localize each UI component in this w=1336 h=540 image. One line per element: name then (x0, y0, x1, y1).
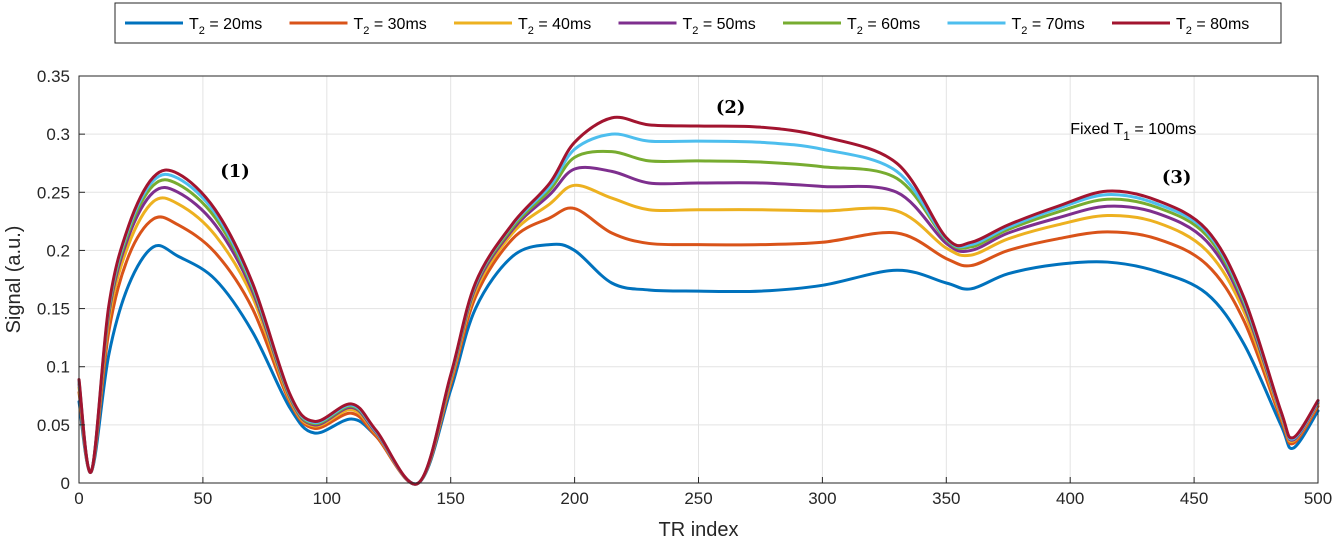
y-tick-label: 0.05 (37, 416, 70, 435)
legend-label: T2 = 40ms (518, 16, 591, 37)
legend-label: T2 = 80ms (1176, 16, 1249, 37)
series-line-7 (77, 115, 1320, 486)
legend-label-symbol: T (189, 16, 199, 33)
annotation-label: (2) (716, 97, 746, 118)
x-tick-label: 100 (313, 489, 341, 508)
legend-label-symbol: T (518, 16, 528, 33)
legend-item: T2 = 60ms (783, 16, 920, 37)
legend-label-value: = 30ms (369, 16, 426, 33)
y-tick-label: 0 (61, 474, 70, 493)
x-tick-label: 150 (437, 489, 465, 508)
annotation-subscript: 1 (1123, 129, 1130, 143)
series-lines (77, 115, 1320, 486)
x-tick-label: 0 (74, 489, 83, 508)
x-tick-label: 300 (808, 489, 836, 508)
legend-item: T2 = 70ms (947, 16, 1085, 37)
legend-item: T2 = 80ms (1112, 16, 1249, 37)
legend-label-value: = 60ms (863, 16, 920, 33)
series-line-6 (77, 132, 1320, 486)
x-tick-label: 450 (1180, 489, 1208, 508)
legend-label: T2 = 60ms (847, 16, 920, 37)
legend-label: T2 = 30ms (354, 16, 427, 37)
legend-label-subscript: 2 (199, 25, 205, 37)
x-tick-label: 250 (684, 489, 712, 508)
legend-label-subscript: 2 (363, 25, 369, 37)
legend-item: T2 = 20ms (125, 16, 262, 37)
y-tick-label: 0.25 (37, 183, 70, 202)
legend-item: T2 = 50ms (618, 16, 756, 37)
y-tick-label: 0.2 (46, 241, 70, 260)
annotation-rest: = 100ms (1130, 121, 1196, 138)
legend-label-subscript: 2 (857, 25, 863, 37)
x-axis-title: TR index (658, 519, 738, 540)
series-line-1 (77, 242, 1320, 486)
legend-label-symbol: T (354, 16, 364, 33)
annotation-label: (3) (1162, 167, 1192, 188)
legend-label-value: = 40ms (534, 16, 591, 33)
legend-label-subscript: 2 (528, 25, 534, 37)
legend-label-subscript: 2 (1021, 25, 1027, 37)
x-tick-label: 50 (193, 489, 212, 508)
annotations: (1) (2) (3) Fixed T1 = 100ms (220, 97, 1196, 188)
legend-label-symbol: T (847, 16, 857, 33)
legend-label-symbol: T (1012, 16, 1022, 33)
y-tick-label: 0.35 (37, 67, 70, 86)
series-line-3 (77, 183, 1320, 486)
legend-label: T2 = 50ms (683, 16, 756, 37)
series-line-5 (77, 149, 1320, 486)
legend-label: T2 = 70ms (1012, 16, 1085, 37)
y-tick-label: 0.15 (37, 300, 70, 319)
legend-label-subscript: 2 (692, 25, 698, 37)
x-tick-label: 200 (560, 489, 588, 508)
legend-label-symbol: T (1176, 16, 1186, 33)
x-tick-label: 350 (932, 489, 960, 508)
y-tick-label: 0.3 (46, 125, 70, 144)
legend-item: T2 = 40ms (454, 16, 591, 37)
legend-label-value: = 50ms (698, 16, 755, 33)
legend-label: T2 = 20ms (189, 16, 262, 37)
series-line-2 (77, 206, 1320, 486)
legend-label-value: = 70ms (1027, 16, 1084, 33)
annotation-text: Fixed T (1070, 121, 1123, 138)
y-axis-title: Signal (a.u.) (3, 226, 25, 334)
y-tick-label: 0.1 (46, 358, 70, 377)
legend-label-value: = 20ms (205, 16, 262, 33)
legend-item: T2 = 30ms (289, 16, 427, 37)
series-line-4 (77, 165, 1320, 486)
legend: T2 = 20ms T2 = 30ms T2 = 40ms T2 = 50ms T2 =… (114, 2, 1282, 44)
x-tick-label: 400 (1056, 489, 1084, 508)
axis-ticks: 0 50 100 150 200 250 300 350 400 450 500 0 0.05 0.1 0.… (37, 67, 1332, 508)
x-tick-label: 500 (1304, 489, 1332, 508)
legend-label-value: = 80ms (1192, 16, 1249, 33)
annotation-label: Fixed T1 = 100ms (1070, 121, 1196, 143)
annotation-label: (1) (220, 161, 250, 182)
legend-label-subscript: 2 (1186, 25, 1192, 37)
legend-label-symbol: T (683, 16, 693, 33)
